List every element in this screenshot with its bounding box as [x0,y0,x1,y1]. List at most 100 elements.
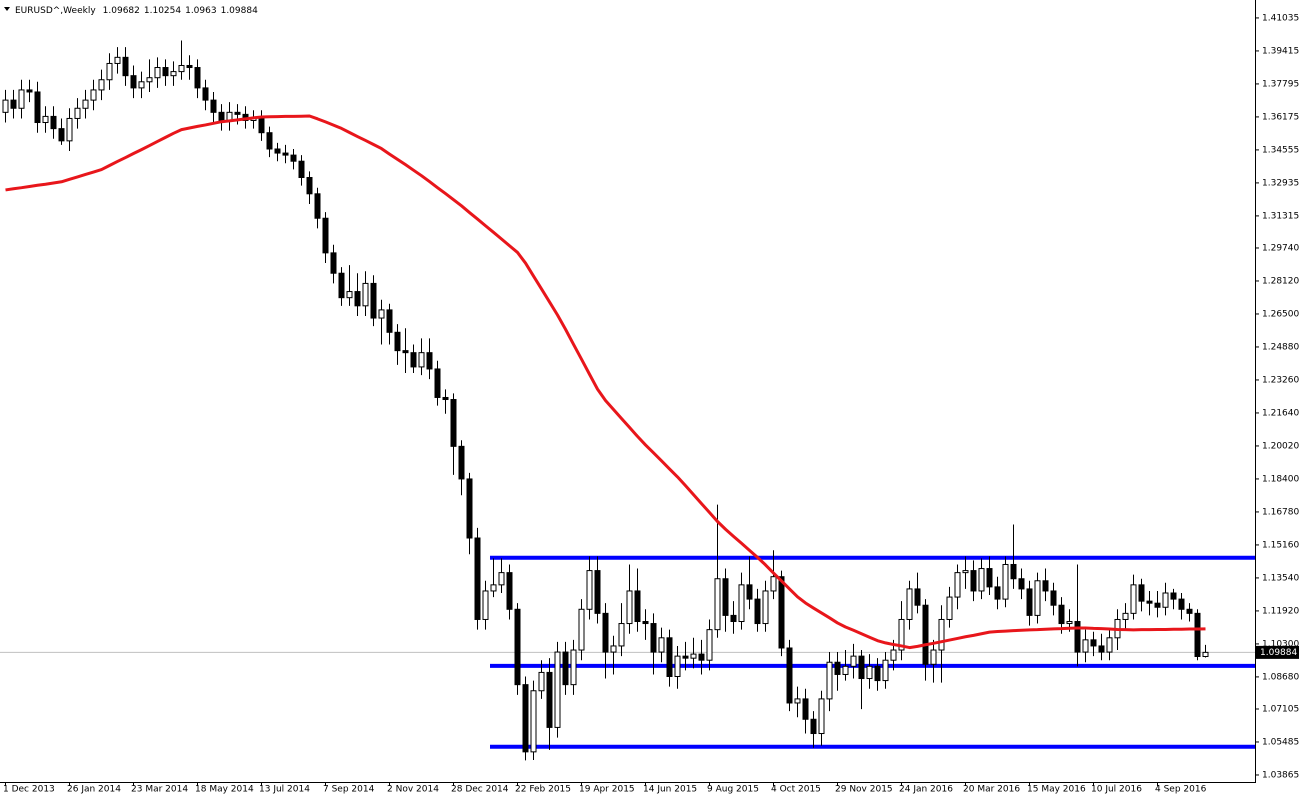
candle-body [706,629,713,661]
candle-body [34,91,41,124]
candle-body [122,56,129,77]
candle-body [594,570,601,614]
y-tick-label: 1.31315 [1262,211,1299,221]
last-high: 1.10254 [144,6,181,16]
candle-body [674,655,681,677]
y-tick-label: 1.36175 [1262,112,1299,122]
y-tick-label: 1.39415 [1262,46,1299,56]
candle-body [450,399,457,447]
candle-body [930,649,937,665]
candle-body [690,653,697,659]
candle-body [786,647,793,704]
y-tick-label: 1.23260 [1262,375,1299,385]
candle-body [290,154,297,162]
candle-body [346,291,353,299]
candle-body [1194,612,1201,657]
candle-body [418,352,425,368]
x-tick-label: 9 Aug 2015 [707,785,759,795]
candle-body [1122,612,1129,620]
candle-body [754,598,761,625]
x-tick-label: 20 Mar 2016 [963,785,1020,795]
candle-body [642,621,649,625]
menu-arrow[interactable] [4,7,10,11]
candle-body [1106,637,1113,653]
y-tick-label: 1.28120 [1262,276,1299,286]
candle-body [810,718,817,735]
candle-body [906,588,913,620]
candle-body [738,584,745,623]
last-close: 1.09884 [221,6,258,16]
candle-body [26,89,33,93]
y-tick-label: 1.20020 [1262,441,1299,451]
candle-body [98,79,105,91]
x-tick-label: 15 May 2016 [1027,785,1086,795]
candle-body [194,67,201,89]
candle-body [570,649,577,686]
y-tick-label: 1.16780 [1262,507,1299,517]
candle-body [1130,584,1137,614]
candle-body [434,368,441,398]
x-tick-label: 26 Jan 2014 [67,785,121,795]
candle-body [794,698,801,704]
price-tag-label: 1.09884 [1260,648,1297,658]
candle-body [162,67,169,77]
candle-body [858,655,865,680]
candle-body [58,128,65,142]
candle-body [1202,651,1209,657]
candle-body [970,570,977,592]
candle-body [354,291,361,307]
candle-body [506,572,513,610]
y-tick-label: 1.11920 [1262,606,1299,616]
candle-body [954,572,961,598]
y-tick-label: 1.34555 [1262,145,1299,155]
x-tick-label: 2 Nov 2014 [387,785,439,795]
candle-body [842,665,849,675]
candle-body [482,590,489,620]
y-tick-label: 1.21640 [1262,408,1299,418]
candle-body [74,107,81,119]
x-tick-label: 10 Jul 2016 [1091,785,1142,795]
candle-body [770,576,777,592]
candle-body [1026,588,1033,616]
x-tick-label: 19 Apr 2015 [579,785,635,795]
x-tick-label: 23 Mar 2014 [131,785,188,795]
y-tick-label: 1.07105 [1262,704,1299,714]
candle-body [2,99,9,113]
candle-body [978,568,985,592]
candle-body [154,67,161,79]
candle-body [306,177,313,195]
candle-body [138,81,145,89]
candle-body [602,612,609,653]
candle-body [778,576,785,649]
x-tick-label: 29 Nov 2015 [835,785,893,795]
candle-body [282,152,289,156]
candle-body [370,282,377,319]
candle-body [546,671,553,728]
candle-body [394,331,401,352]
y-tick-label: 1.18400 [1262,474,1299,484]
candle-body [178,64,185,73]
candle-body [914,588,921,606]
candle-body [850,655,857,667]
candle-body [186,64,193,69]
price-tag [1256,645,1299,659]
x-tick-label: 4 Sep 2016 [1155,785,1207,795]
candle-body [130,75,137,89]
candle-body [1098,645,1105,653]
candle-body [1138,584,1145,602]
y-tick-label: 1.15160 [1262,540,1299,550]
candle-body [562,651,569,686]
y-tick-label: 1.05485 [1262,737,1299,747]
candle-body [538,671,545,692]
candle-body [1042,580,1049,592]
candle-body [274,148,281,154]
candle-body [1154,602,1161,608]
candle-body [402,350,409,354]
y-tick-label: 1.29740 [1262,243,1299,253]
candle-body [234,111,241,115]
candle-body [10,99,17,109]
candle-body [682,655,689,659]
candle-body [882,659,889,682]
